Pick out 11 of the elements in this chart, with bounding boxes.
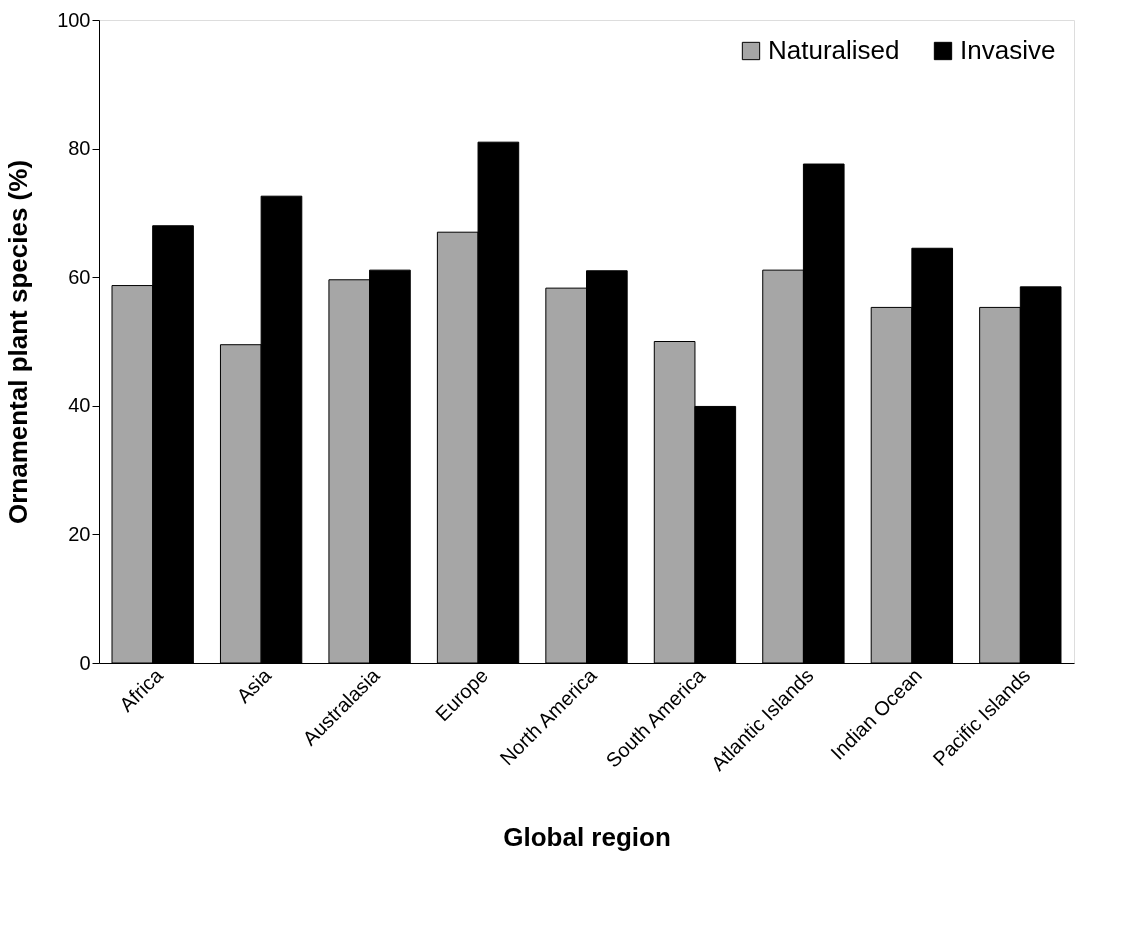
x-tick-label: Asia — [232, 663, 276, 708]
y-tick-label: 60 — [68, 265, 91, 288]
x-axis-title: Global region — [503, 821, 671, 852]
legend-label: Invasive — [960, 35, 1056, 65]
y-tick-label: 40 — [68, 394, 91, 417]
y-tick-label: 80 — [68, 137, 91, 160]
y-axis-title: Ornamental plant species (%) — [3, 159, 34, 525]
y-tick-label: 0 — [79, 651, 91, 674]
y-tick-label: 100 — [57, 8, 91, 31]
y-tick-label: 20 — [68, 522, 91, 545]
legend-label: Naturalised — [768, 35, 900, 65]
